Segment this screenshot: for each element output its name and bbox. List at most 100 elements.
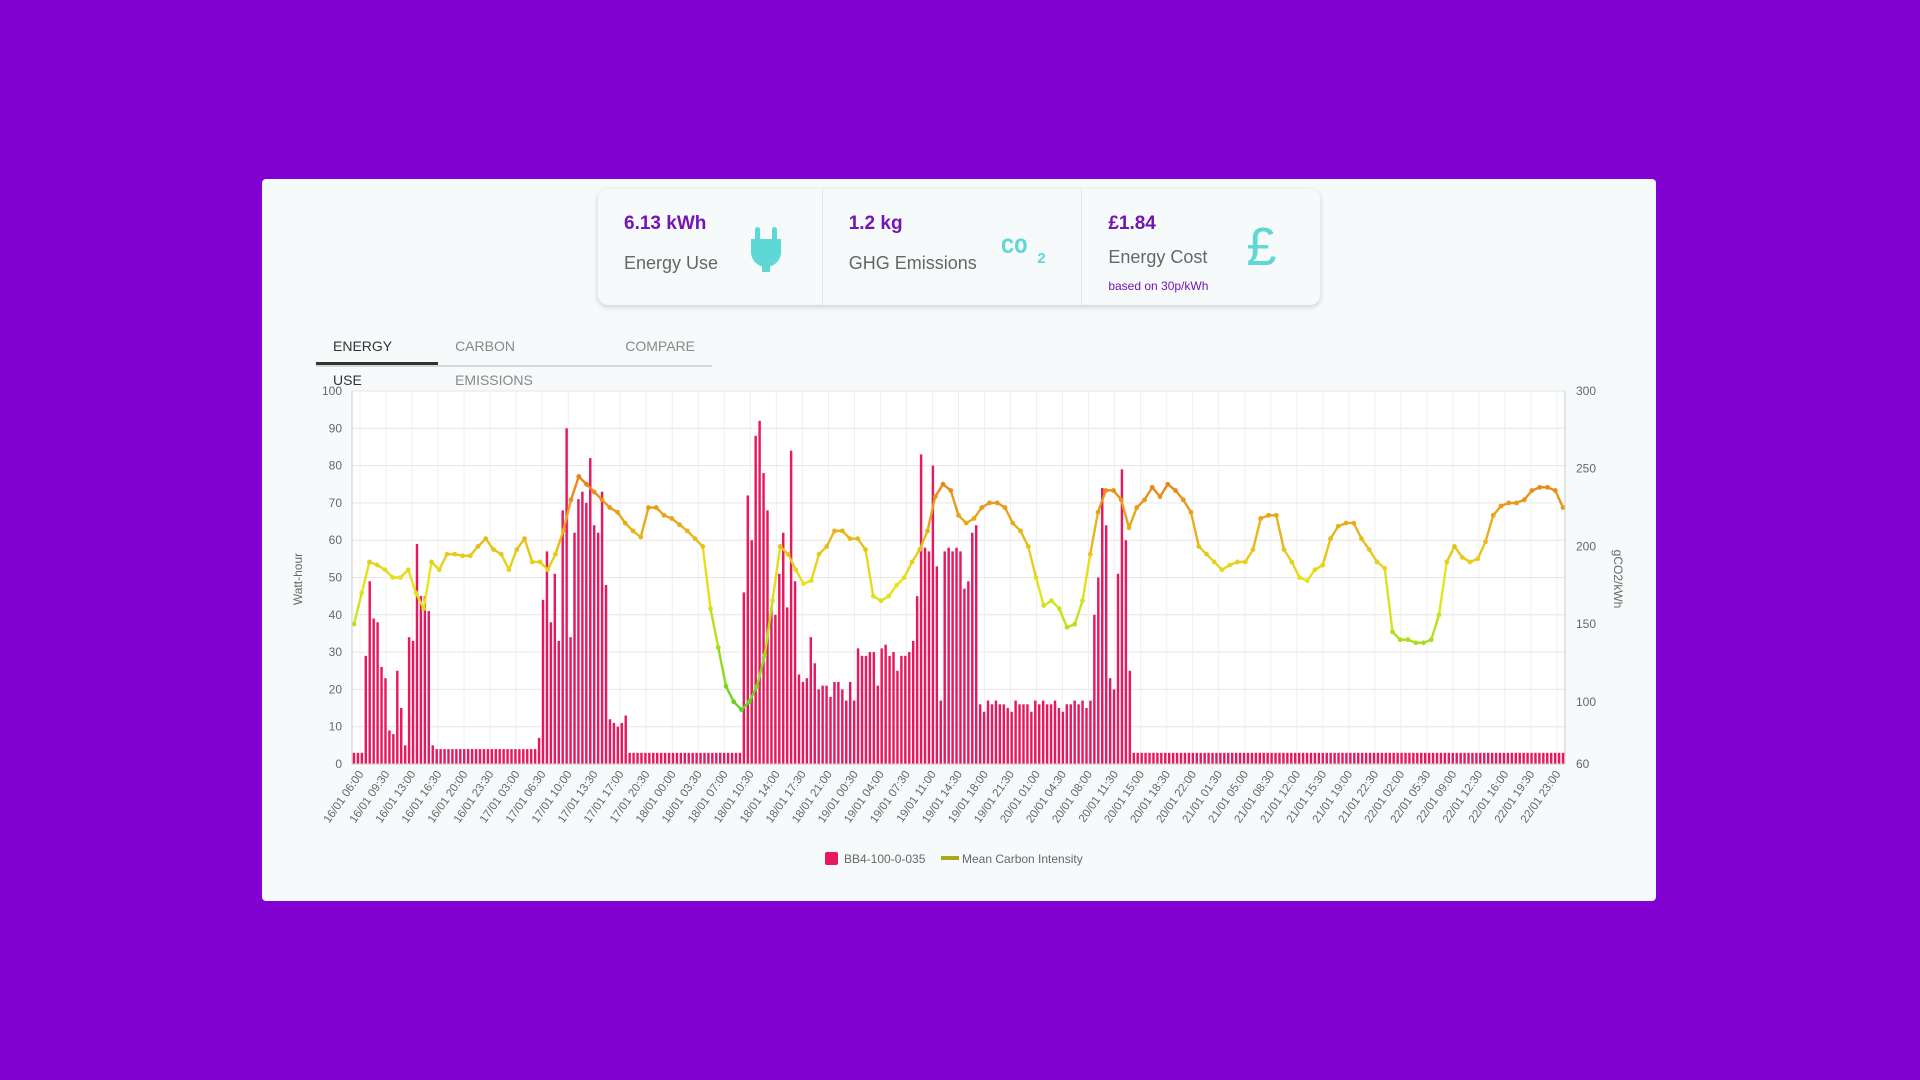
carbon-line-segment — [407, 568, 418, 595]
energy-bar — [565, 428, 568, 764]
carbon-line-segment — [1127, 506, 1138, 529]
y2-tick-label: 100 — [1576, 695, 1596, 709]
energy-bar — [888, 655, 891, 764]
energy-bar — [1372, 752, 1376, 764]
carbon-point — [615, 509, 620, 515]
carbon-point — [932, 494, 938, 500]
carbon-point — [1204, 551, 1209, 557]
carbon-point — [793, 567, 799, 573]
carbon-point — [940, 481, 946, 487]
carbon-point — [1010, 520, 1016, 526]
tab-compare[interactable]: COMPARE — [625, 338, 695, 354]
carbon-point — [1095, 509, 1101, 515]
energy-bar — [1420, 752, 1423, 764]
energy-bar — [655, 752, 659, 764]
energy-bar — [553, 573, 557, 764]
carbon-point — [886, 593, 892, 599]
energy-bar — [1542, 752, 1545, 764]
energy-cost-label: Energy Cost — [1108, 247, 1208, 267]
energy-bar — [951, 551, 954, 764]
legend-line-swatch[interactable] — [941, 856, 959, 860]
carbon-point — [1335, 523, 1341, 529]
energy-bar — [616, 726, 620, 764]
carbon-point — [979, 505, 985, 510]
energy-bar — [699, 752, 702, 764]
ghg-emissions-value: 1.2 kg — [848, 213, 903, 234]
energy-bar — [1317, 752, 1321, 764]
carbon-line-segment — [825, 529, 836, 548]
tab-carbon-emissions[interactable]: CARBON EMISSIONS — [455, 338, 533, 388]
energy-bar — [1250, 752, 1254, 764]
legend-bar-label[interactable]: BB4-100-0-035 — [844, 852, 926, 866]
energy-bar — [707, 752, 710, 764]
energy-bar — [963, 588, 966, 764]
carbon-point — [1134, 505, 1140, 510]
carbon-line-segment — [1383, 566, 1394, 634]
carbon-point — [1002, 505, 1008, 510]
y-tick-label: 100 — [322, 384, 342, 398]
carbon-line-segment — [1073, 599, 1084, 626]
energy-bar — [624, 715, 627, 764]
energy-bar — [1108, 678, 1112, 764]
energy-bar — [1384, 752, 1388, 764]
energy-bar — [1486, 752, 1490, 764]
carbon-point — [607, 505, 613, 510]
y-tick-label: 70 — [329, 496, 343, 510]
energy-bar — [726, 752, 730, 764]
carbon-point — [971, 516, 977, 521]
energy-bar — [679, 752, 683, 764]
energy-bar — [750, 540, 753, 764]
energy-bar — [770, 607, 773, 764]
carbon-point — [1490, 512, 1496, 518]
energy-bar — [734, 752, 738, 764]
carbon-point — [1273, 512, 1279, 518]
energy-bar — [1254, 752, 1258, 764]
carbon-point — [1196, 544, 1202, 549]
energy-bar — [1447, 752, 1451, 764]
energy-bar — [1144, 752, 1147, 764]
energy-bar — [396, 670, 399, 764]
carbon-line-segment — [934, 483, 945, 498]
energy-bar — [561, 510, 564, 764]
energy-bar — [659, 752, 663, 764]
carbon-line-segment — [1251, 517, 1262, 551]
energy-bar — [1522, 752, 1525, 764]
energy-bar — [1104, 525, 1108, 764]
energy-bar — [1404, 752, 1407, 764]
carbon-line-segment — [755, 654, 766, 688]
energy-bar — [415, 543, 419, 764]
carbon-line-segment — [569, 475, 580, 501]
plug-icon — [751, 227, 781, 272]
tab-energy-use[interactable]: ENERGY USE — [316, 329, 439, 388]
energy-bar — [994, 700, 998, 764]
carbon-point — [1459, 554, 1465, 560]
energy-bar — [1065, 704, 1069, 764]
energy-bar — [1494, 752, 1498, 764]
energy-bar — [1479, 752, 1482, 764]
legend-bar-swatch[interactable] — [825, 852, 838, 865]
energy-bar — [1451, 752, 1454, 764]
y2-axis-title: gCO2/kWh — [1611, 550, 1625, 609]
carbon-point — [917, 547, 923, 552]
energy-bar — [900, 655, 903, 764]
carbon-point — [832, 528, 837, 534]
carbon-line-segment — [903, 560, 914, 579]
carbon-line-segment — [949, 489, 960, 517]
carbon-line-segment — [1003, 506, 1014, 525]
energy-bar — [1510, 752, 1514, 764]
y2-tick-label: 250 — [1576, 462, 1596, 476]
energy-bar — [1408, 752, 1411, 764]
carbon-point — [553, 551, 558, 557]
carbon-point — [1428, 637, 1434, 643]
carbon-line-segment — [701, 545, 712, 610]
energy-bar — [1073, 700, 1076, 764]
energy-bar — [990, 704, 994, 764]
carbon-point — [847, 536, 853, 542]
energy-bar — [1483, 752, 1486, 764]
carbon-point — [1103, 488, 1109, 493]
carbon-line-segment — [1182, 498, 1193, 514]
legend-line-label[interactable]: Mean Carbon Intensity — [962, 852, 1083, 866]
energy-bar — [821, 685, 824, 764]
carbon-point — [1366, 547, 1372, 552]
energy-bar — [841, 689, 844, 764]
